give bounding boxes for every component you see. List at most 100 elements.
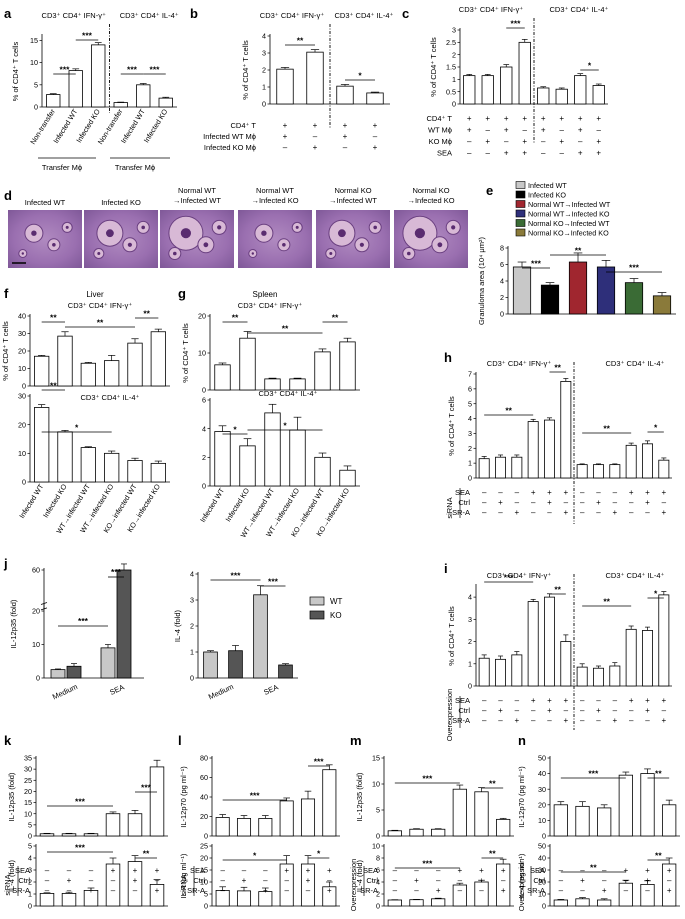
treatment-sign: – <box>531 508 536 517</box>
treatment-row-label: CD4⁺ T <box>231 121 257 130</box>
treatment-sign: – <box>624 876 629 885</box>
treatment-sign: – <box>596 508 601 517</box>
bar <box>116 569 132 679</box>
y-tick-label: 1.5 <box>446 63 456 72</box>
y-tick-label: 3 <box>468 429 472 438</box>
y-tick-label: 1 <box>468 459 472 468</box>
treatment-sign: + <box>645 696 650 705</box>
treatment-sign: – <box>458 886 463 895</box>
y-tick-label: 50 <box>538 754 546 763</box>
y-tick-label: 0 <box>542 832 546 841</box>
panel-label-i: i <box>444 561 448 576</box>
treatment-sign: + <box>263 886 268 895</box>
treatment-row-label: SR-A <box>452 716 470 725</box>
treatment-row-label: SR-A <box>452 508 470 517</box>
treatment-sign: + <box>284 866 289 875</box>
bar <box>431 898 446 907</box>
category-label: SEA <box>262 682 279 697</box>
bar <box>474 791 489 837</box>
treatment-sign: – <box>515 498 520 507</box>
granuloma-core <box>359 242 364 247</box>
significance-stars: *** <box>629 263 640 273</box>
treatment-sign: – <box>482 508 487 517</box>
significance-stars: ** <box>143 309 150 319</box>
treatment-sign: – <box>596 696 601 705</box>
category-label: Infected KO <box>223 486 251 523</box>
panel-label-m: m <box>350 733 362 748</box>
y-tick-label: 15 <box>24 798 32 807</box>
treatment-sign: – <box>414 866 419 875</box>
y-tick-label: 20 <box>32 607 40 616</box>
treatment-sign: – <box>436 866 441 875</box>
treatment-row-label: SR-A <box>12 886 30 895</box>
bar <box>540 284 560 315</box>
treatment-sign: – <box>645 716 650 725</box>
treatment-sign: + <box>111 866 116 875</box>
chart-c: 00.511.522.53% of CD4⁺ T cells****CD3⁺ C… <box>427 5 609 158</box>
significance-stars: ** <box>489 779 496 789</box>
bar <box>560 381 572 479</box>
chart-f_top: 0 10 20 30 40 % of CD4⁺ T cells ** ** ** CD3⁺ CD4… <box>1 301 170 391</box>
y-tick-label: 30 <box>18 392 26 401</box>
bar <box>463 75 476 105</box>
treatment-sign: + <box>563 696 568 705</box>
treatment-sign: – <box>645 508 650 517</box>
bar <box>127 342 143 387</box>
treatment-sign: – <box>613 696 618 705</box>
y-axis-label: % of CD4⁺ T cells <box>447 606 456 666</box>
group-title: CD3⁺ CD4⁺ IL-4⁺ <box>550 5 609 14</box>
group-title: CD3⁺ CD4⁺ IL-4⁺ <box>606 571 665 580</box>
bar <box>100 647 116 679</box>
granuloma-core <box>65 225 69 229</box>
granuloma-core <box>21 252 24 255</box>
y-tick-label: 6 <box>376 866 380 875</box>
treatment-sign: – <box>482 488 487 497</box>
y-tick-label: 1 <box>452 75 456 84</box>
y-tick-label: 0 <box>468 474 472 483</box>
treatment-sign: – <box>560 126 565 135</box>
y-tick-label: 20 <box>538 800 546 809</box>
treatment-row-label: SEA <box>455 488 470 497</box>
bar <box>576 464 588 479</box>
significance-stars: *** <box>268 577 279 587</box>
granuloma-core <box>97 252 101 255</box>
y-tick-label: 3 <box>28 866 32 875</box>
bar <box>596 266 616 315</box>
treatment-sign: + <box>563 488 568 497</box>
y-tick-label: 2 <box>262 66 266 75</box>
granuloma-core <box>217 225 222 230</box>
bar <box>236 818 252 837</box>
y-tick-label: 1 <box>28 890 32 899</box>
treatment-sign: – <box>667 876 672 885</box>
y-tick-label: 2 <box>202 453 206 462</box>
legend-swatch <box>515 181 526 189</box>
bar <box>518 41 531 105</box>
treatment-sign: – <box>220 886 225 895</box>
bar <box>80 362 96 387</box>
bar <box>618 774 633 837</box>
bar <box>658 594 670 687</box>
treatment-sign: – <box>501 876 506 885</box>
panel-label-l: l <box>178 733 182 748</box>
bar <box>568 261 588 315</box>
treatment-sign: – <box>263 866 268 875</box>
y-tick-label: 2 <box>468 444 472 453</box>
bar <box>593 464 604 479</box>
significance-stars: * <box>233 425 237 435</box>
bar <box>258 818 273 837</box>
treatment-sign: – <box>467 149 472 158</box>
treatment-sign: – <box>220 876 225 885</box>
treatment-sign: + <box>522 149 527 158</box>
chart-j_left: 0 10 20 60 IL-12p35 (fold) *** *** Medium SEA <box>9 563 144 701</box>
legend-label: Normal WT→Infected WT <box>528 200 611 209</box>
y-axis-label: IL-12p35 (fold) <box>9 599 18 648</box>
treatment-sign: – <box>498 716 503 725</box>
bar <box>575 898 590 907</box>
treatment-sign: + <box>306 876 311 885</box>
treatment-sign: + <box>327 866 332 875</box>
treatment-row-label: KO Mϕ <box>429 137 452 146</box>
treatment-sign: + <box>578 114 583 123</box>
